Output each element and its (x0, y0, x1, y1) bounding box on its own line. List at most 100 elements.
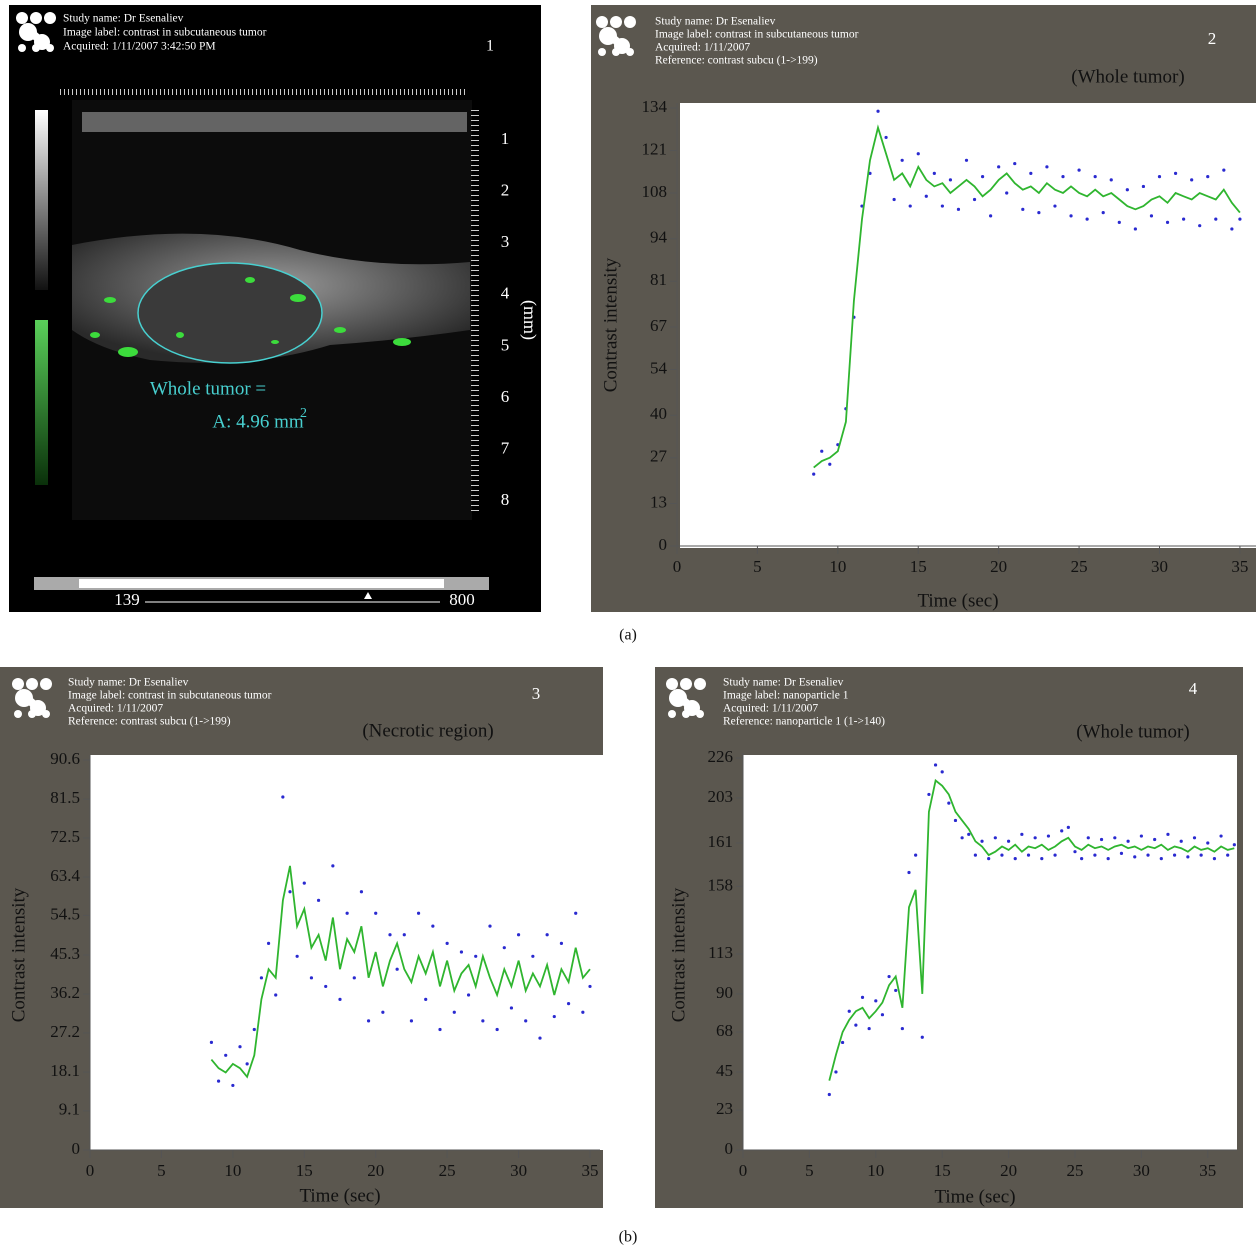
data-point (860, 995, 865, 999)
data-point (1109, 178, 1113, 182)
header-line: Acquired: 1/11/2007 (723, 703, 818, 715)
data-point (238, 1045, 242, 1049)
x-tick-label: 0 (739, 1161, 748, 1180)
data-point (980, 175, 985, 179)
data-point (502, 946, 506, 950)
data-point (1157, 175, 1162, 179)
y-tick-label: 45 (716, 1061, 733, 1080)
logo-dot (598, 48, 606, 56)
data-point (1033, 836, 1037, 840)
y-tick-label: 161 (708, 832, 734, 851)
data-point (1125, 188, 1129, 192)
data-point (1198, 224, 1202, 228)
data-point (972, 197, 977, 202)
data-point (812, 472, 816, 476)
y-tick-label: 134 (642, 97, 668, 116)
data-point (947, 801, 951, 805)
data-point (933, 763, 938, 767)
plot-area (90, 755, 603, 1150)
header-line: Image label: contrast in subcutaneous tu… (655, 29, 859, 41)
data-point (940, 770, 944, 774)
data-point (338, 997, 342, 1001)
data-point (993, 836, 997, 840)
data-point (345, 911, 349, 915)
slider-range (79, 579, 444, 588)
contrast-scale-bar (35, 320, 48, 485)
data-point (987, 857, 991, 861)
data-point (216, 1079, 221, 1083)
y-tick-label: 68 (716, 1021, 733, 1040)
y-tick-label: 45.3 (50, 944, 80, 963)
y-axis-label: Contrast intensity (8, 887, 29, 1022)
y-tick-label: 113 (708, 943, 733, 962)
data-point (559, 941, 564, 945)
transducer-band (82, 112, 467, 132)
y-tick-label: 81 (650, 270, 667, 289)
data-point (381, 1010, 385, 1014)
x-tick-label: 35 (1231, 557, 1248, 576)
data-point (948, 178, 953, 182)
y-tick-label: 0 (72, 1139, 81, 1158)
data-point (1173, 171, 1178, 175)
data-point (1238, 217, 1242, 221)
data-point (916, 152, 920, 156)
data-point (245, 1062, 249, 1066)
data-point (867, 1026, 871, 1031)
roi-label: Whole tumor = (150, 378, 266, 399)
data-point (1053, 204, 1057, 208)
logo-dot (610, 16, 622, 28)
x-axis-label: Time (sec) (917, 590, 998, 611)
y-tick-label: 121 (642, 139, 668, 158)
data-point (1172, 853, 1177, 857)
data-point (892, 197, 896, 202)
data-point (1113, 836, 1117, 840)
logo-dot (12, 678, 24, 690)
data-point (531, 954, 535, 958)
data-point (1182, 217, 1186, 221)
data-point (366, 1019, 371, 1023)
data-point (466, 993, 471, 997)
data-point (302, 881, 306, 885)
roi-area: A: 4.96 mm (212, 411, 304, 432)
data-point (516, 933, 521, 937)
x-tick-label: 5 (805, 1161, 814, 1180)
contrast-spots (90, 277, 411, 357)
data-point (1199, 853, 1203, 857)
panel-number: 2 (1208, 29, 1217, 48)
data-point (854, 1023, 858, 1027)
logo-dot (18, 44, 26, 52)
data-point (1212, 857, 1217, 861)
data-point (1232, 843, 1236, 847)
data-point (967, 832, 971, 836)
header-line: Image label: contrast in subcutaneous tu… (68, 690, 272, 702)
chart-title: (Necrotic region) (362, 720, 493, 741)
data-point (1206, 841, 1210, 845)
data-point (524, 1019, 528, 1023)
range-end: 800 (449, 590, 475, 609)
data-point (1141, 184, 1146, 189)
x-tick-label: 30 (1133, 1161, 1150, 1180)
data-point (1026, 853, 1031, 857)
data-point (1060, 829, 1064, 833)
data-point (331, 864, 335, 868)
data-point (409, 1019, 414, 1023)
data-point (1126, 839, 1130, 843)
data-point (1149, 214, 1154, 218)
data-point (1117, 220, 1121, 225)
x-axis-label: Time (sec) (299, 1185, 380, 1206)
header-line: Study name: Dr Esenaliev (655, 16, 776, 28)
header-line: Image label: nanoparticle 1 (723, 690, 849, 702)
header-line: Acquired: 1/11/2007 (68, 703, 163, 715)
data-point (566, 1002, 571, 1006)
depth-label: 3 (501, 232, 510, 251)
logo-dot (626, 48, 634, 56)
data-point (1146, 853, 1150, 857)
logo-dot (40, 678, 52, 690)
data-point (424, 997, 428, 1001)
x-tick-label: 30 (1151, 557, 1168, 576)
y-tick-label: 158 (708, 875, 734, 894)
data-point (324, 984, 328, 989)
caption: (a) (619, 627, 637, 644)
data-point (588, 984, 592, 989)
